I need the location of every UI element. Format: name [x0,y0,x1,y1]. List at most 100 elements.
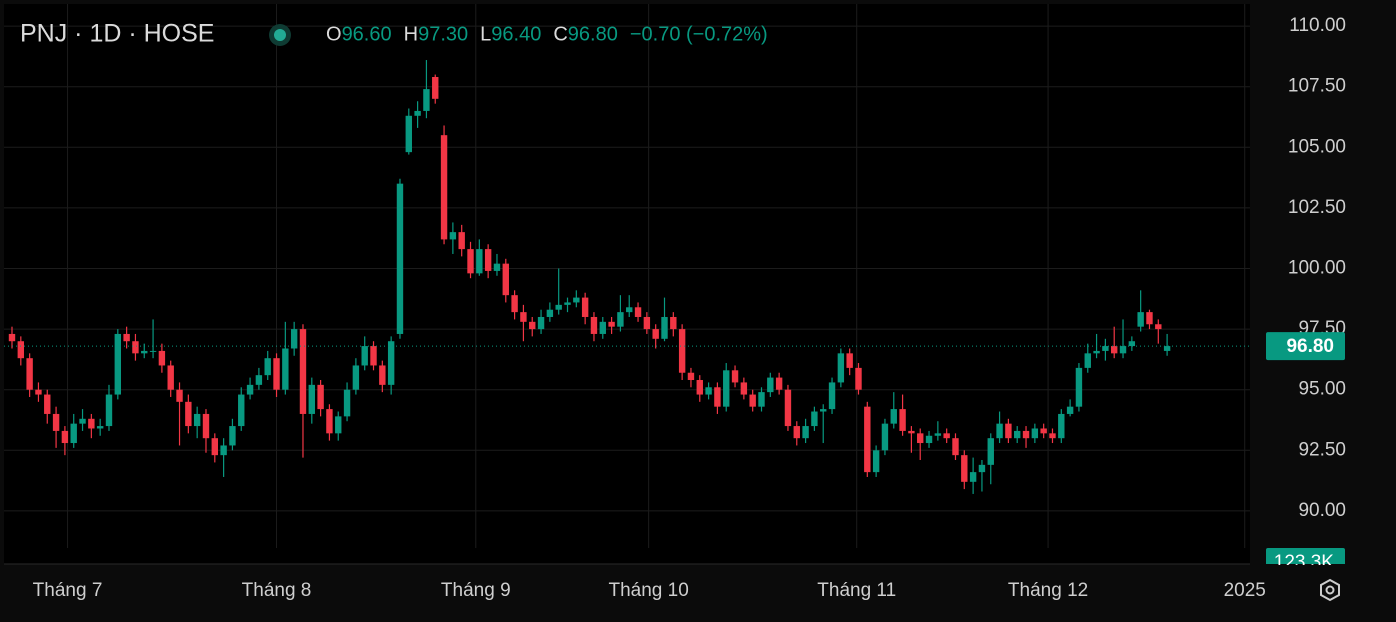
candle-body [775,377,783,390]
y-tick-label: 95.00 [1298,379,1346,400]
candle-body [193,413,201,427]
candle-body [1163,346,1171,351]
legend-value: 96.60 [342,23,392,45]
candle-body [1093,350,1100,354]
candle-body [758,392,765,407]
settings-icon-center [1325,585,1335,595]
volume-pane [4,548,1250,564]
candle-body [740,382,748,395]
candle-body [767,377,774,393]
candle-body [17,341,25,359]
candle-body [670,316,677,330]
candle-body [264,358,271,376]
candle-body [1058,413,1065,439]
settings-icon[interactable] [1320,578,1340,602]
candle-body [379,365,386,385]
legend-key: H [404,23,418,45]
candle-body [529,321,536,330]
candle-body [326,409,333,434]
candle-body [432,76,439,99]
candle-body [255,375,263,385]
candle-body [114,333,122,395]
candle-body [70,423,77,444]
y-tick-label: 107.50 [1288,76,1346,97]
candle-body [634,307,642,317]
last-price-label: 96.80 [1286,336,1334,357]
candle-body [1137,312,1144,327]
legend-value: 97.30 [418,23,468,45]
candle-body [1119,346,1127,354]
candle-body [1146,312,1153,325]
candle-body [1075,367,1083,407]
candle-body [1022,430,1030,439]
candle-body [934,433,942,436]
candle-body [352,365,360,390]
candle-body [423,89,430,111]
candle-body [943,433,950,439]
change: −0.70 (−0.72%) [630,23,768,45]
y-tick-label: 90.00 [1298,500,1346,521]
candle-body [546,309,554,317]
candle-body [396,183,404,334]
y-tick-label: 105.00 [1288,136,1346,157]
candle-body [229,426,236,446]
candle-body [855,367,862,390]
candle-body [458,232,465,250]
candle-body [88,418,95,429]
x-tick-label: Tháng 9 [441,580,511,601]
x-tick-label: Tháng 8 [242,580,312,601]
candle-body [917,433,924,444]
y-tick-label: 102.50 [1288,197,1346,218]
candle-body [846,353,853,368]
candle-body [652,329,659,339]
candle-body [1005,423,1012,439]
candle-body [537,316,545,330]
candle-body [925,435,933,444]
candle-body [573,297,580,303]
candle-body [555,304,562,310]
x-tick-label: Tháng 10 [608,580,688,601]
legend-value: 96.40 [491,23,541,45]
legend-value: 96.80 [568,23,618,45]
candle-body [899,409,906,431]
candle-body [35,389,42,395]
candle-body [749,394,756,407]
candle-body [132,341,139,354]
candle-body [1128,341,1136,347]
candle-body [96,426,104,429]
candle-body [335,416,342,434]
y-tick-label: 92.50 [1298,439,1346,460]
candle-body [626,307,633,313]
candle-body [864,406,871,473]
header: PNJ · 1D · HOSE O 96.60 H 97.30 L 96.40 C 96.80… [20,20,768,48]
candle-body [8,333,16,342]
candle-body [449,232,457,240]
candle-body [952,438,959,456]
candle-body [511,295,518,313]
candle-body [273,358,280,390]
candle-body [1031,428,1039,439]
candle-body [1155,324,1162,330]
candle-body [44,394,51,414]
candle-body [987,438,994,465]
candle-body [678,329,686,373]
volume-mask [1250,565,1396,577]
x-tick-label: Tháng 7 [33,580,103,601]
candle-body [828,382,836,410]
candle-body [299,329,307,414]
candle-body [705,387,712,395]
candle-body [784,389,792,427]
plot-area [4,4,1250,564]
candle-body [520,312,527,322]
candle-body [52,413,60,431]
candle-body [590,316,598,334]
status-dot [274,29,286,41]
candle-body [820,409,827,412]
candle-body [1102,346,1109,351]
candle-body [282,348,289,390]
candle-body [1066,406,1074,414]
candle-body [167,365,174,390]
y-tick-label: 110.00 [1289,15,1346,36]
candle-body [608,321,615,327]
